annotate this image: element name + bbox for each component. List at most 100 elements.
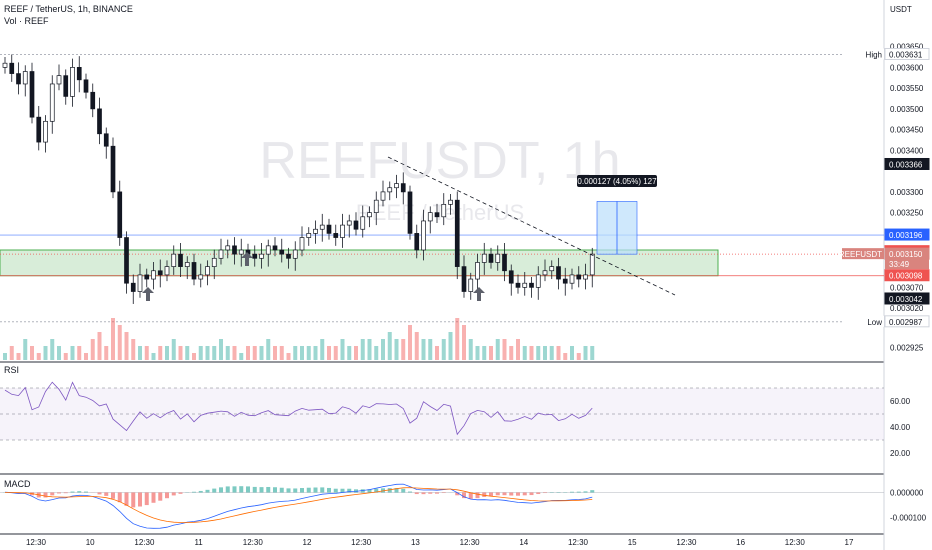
candle-up xyxy=(164,266,170,276)
volume-bar xyxy=(77,346,82,360)
volume-bar xyxy=(90,339,95,360)
symbol-legend[interactable]: REEF / TetherUS, 1h, BINANCE xyxy=(4,4,133,14)
volume-bar xyxy=(84,353,88,360)
volume-bar xyxy=(252,346,257,360)
candle-down xyxy=(272,245,278,251)
price-tick: 0.003400 xyxy=(890,146,924,155)
price-tick: 0.003450 xyxy=(890,126,924,135)
time-tick: 16 xyxy=(736,538,745,547)
macd-histogram-bar xyxy=(138,492,142,507)
macd-histogram-bar xyxy=(516,492,520,496)
time-tick: 12:30 xyxy=(351,538,372,547)
macd-histogram-bar xyxy=(50,492,55,496)
volume-bar xyxy=(111,318,115,360)
price-tag: 0.003366 xyxy=(889,160,923,169)
volume-bar xyxy=(522,346,527,360)
candle-down xyxy=(29,71,35,118)
candle-down xyxy=(353,220,359,230)
macd-histogram-bar xyxy=(462,492,466,499)
volume-bar xyxy=(151,353,156,360)
macd-histogram-bar xyxy=(84,491,88,493)
price-tag-bg xyxy=(884,315,930,328)
macd-histogram-bar xyxy=(570,491,574,493)
macd-histogram-bar xyxy=(144,492,149,506)
volume-bar xyxy=(286,353,291,360)
candle-up xyxy=(394,183,399,189)
volume-bar xyxy=(502,339,507,360)
candle-up xyxy=(481,253,487,263)
volume-bar xyxy=(516,339,520,360)
time-axis[interactable]: 12:30 10 12:30 11 12:30 12 12:30 13 12:30 14 12:30… xyxy=(26,538,854,547)
macd-histogram-bar xyxy=(529,492,534,496)
volume-bar xyxy=(475,346,480,360)
volume-bar xyxy=(212,346,217,360)
rsi-tick: 20.00 xyxy=(890,449,911,458)
time-tick: 12:30 xyxy=(460,538,481,547)
volume-bar xyxy=(408,325,412,360)
candle-up xyxy=(49,83,55,122)
time-tick: 14 xyxy=(519,538,528,547)
candle-down xyxy=(191,262,197,280)
overlays: 0.000127 (4.05%) 127 xyxy=(142,156,676,301)
volume-bar xyxy=(583,346,588,360)
candle-down xyxy=(9,62,15,74)
volume-bar xyxy=(225,346,230,360)
price-tag: 0.003196 xyxy=(889,231,923,240)
volume-bar xyxy=(306,346,311,360)
candle-up xyxy=(171,253,177,267)
watermark-symbol: REEFUSDT, 1h xyxy=(259,132,620,190)
volume-bar xyxy=(57,346,61,360)
candle-down xyxy=(515,282,521,288)
candle-up xyxy=(441,203,447,218)
candle-up xyxy=(346,220,352,226)
volume-bar xyxy=(178,346,183,360)
macd-histogram-bar xyxy=(522,492,527,496)
macd-histogram-bar xyxy=(590,490,595,493)
price-axis[interactable]: USDT 0.003650 0.003600 0.003550 0.003500 0.00… xyxy=(839,5,930,523)
candle-down xyxy=(144,274,150,280)
macd-histogram-bar xyxy=(489,492,493,497)
volume-bar xyxy=(313,346,318,360)
candle-up xyxy=(319,224,325,230)
macd-histogram-bar xyxy=(354,489,358,493)
volume-bar xyxy=(144,346,149,360)
macd-legend[interactable]: MACD xyxy=(4,479,31,489)
macd-histogram-bar xyxy=(151,492,156,503)
candle-down xyxy=(488,253,494,263)
macd-histogram-bar xyxy=(70,491,75,493)
volume-bar xyxy=(124,332,129,360)
grid-lines xyxy=(0,0,885,550)
macd-signal-line xyxy=(4,487,593,523)
candle-up xyxy=(589,253,595,276)
macd-histogram-bar xyxy=(401,488,406,493)
measure-label-bg xyxy=(577,175,657,187)
candle-up xyxy=(2,62,8,68)
candle-up xyxy=(22,71,28,85)
volume-bar xyxy=(374,346,379,360)
candle-up xyxy=(70,67,75,97)
countdown-bg xyxy=(885,259,929,270)
support-zone xyxy=(0,234,884,277)
macd-histogram-bar xyxy=(219,487,223,493)
price-tag: 0.003150 xyxy=(889,250,923,259)
volume-bar xyxy=(219,339,223,360)
volume-bar xyxy=(428,339,433,360)
macd-histogram-bar xyxy=(306,487,311,493)
watermark: REEFUSDT, 1h REEF / TetherUS xyxy=(259,132,620,225)
volume-bar xyxy=(468,339,473,360)
volume-bar xyxy=(414,332,419,360)
macd-histogram-bar xyxy=(300,488,304,493)
candle-down xyxy=(333,233,339,238)
price-tag: 0.003098 xyxy=(889,272,923,281)
macd-histogram-bar xyxy=(111,492,115,499)
volume-bar xyxy=(3,353,7,360)
rsi-legend[interactable]: RSI xyxy=(4,365,20,375)
measure-label: 0.000127 (4.05%) 127 xyxy=(577,177,657,186)
macd-histogram-bar xyxy=(57,492,61,494)
macd-histogram-bar xyxy=(212,488,217,493)
volume-bar xyxy=(232,346,237,360)
volume-legend[interactable]: Vol · REEF xyxy=(4,16,49,26)
macd-histogram-bar xyxy=(347,488,352,493)
macd-histogram-bar xyxy=(340,488,345,493)
